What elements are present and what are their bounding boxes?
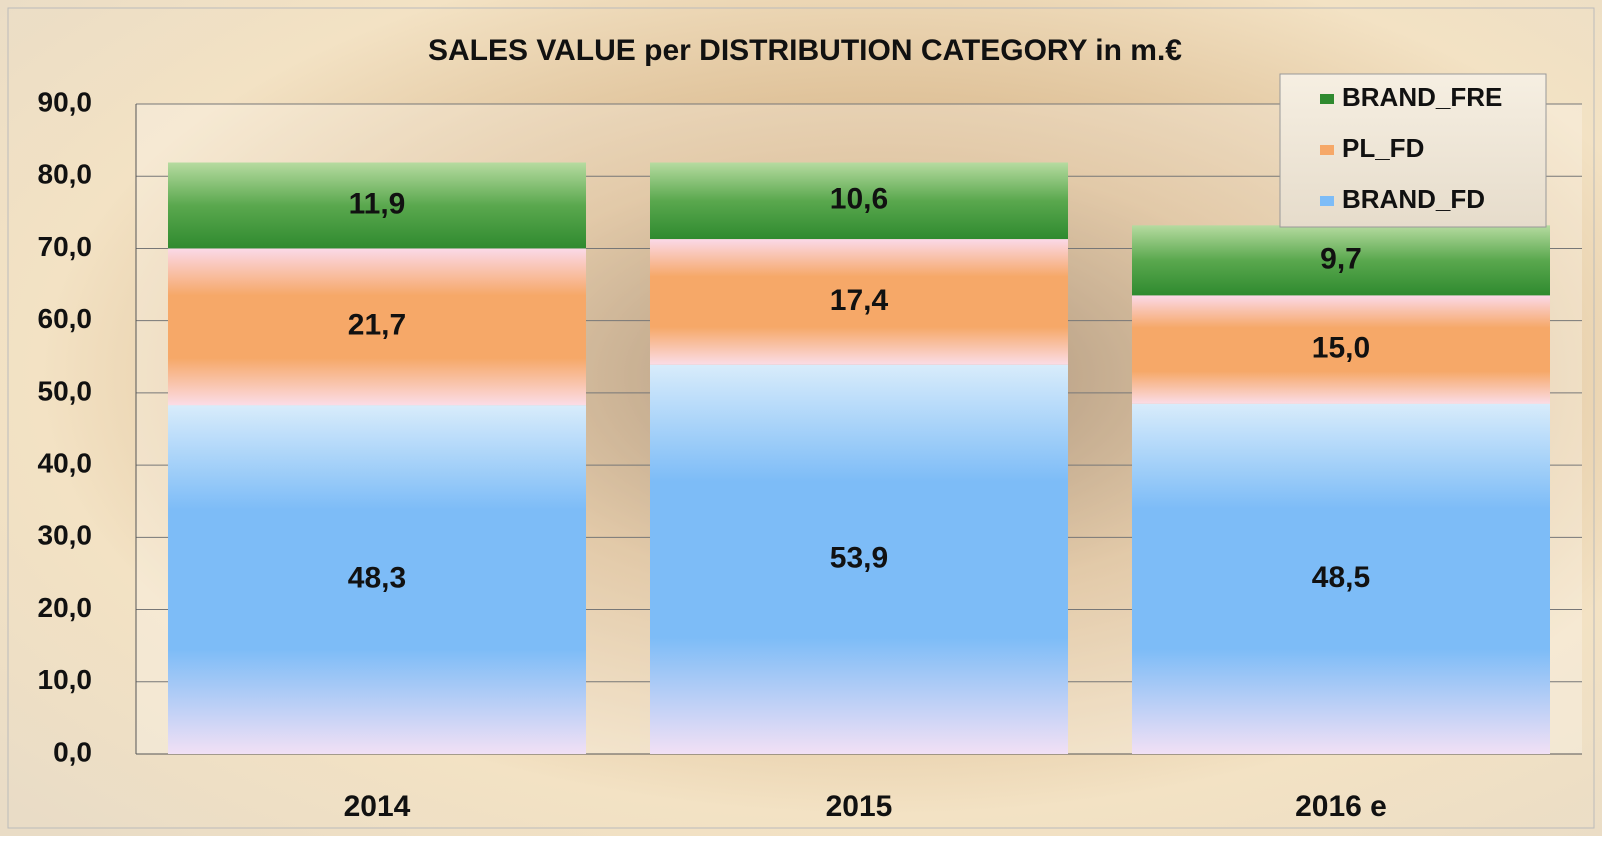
bar-segment xyxy=(650,239,1068,365)
data-label: 48,5 xyxy=(1312,561,1370,594)
data-label: 10,6 xyxy=(830,183,888,216)
x-tick-label: 2014 xyxy=(344,790,411,823)
bar-segment xyxy=(1132,403,1550,754)
data-label: 21,7 xyxy=(348,309,406,342)
legend-swatch xyxy=(1320,145,1334,155)
y-tick-label: 90,0 xyxy=(38,86,93,117)
y-tick-label: 0,0 xyxy=(53,736,92,767)
chart-title: SALES VALUE per DISTRIBUTION CATEGORY in… xyxy=(428,34,1182,67)
data-label: 15,0 xyxy=(1312,331,1370,364)
data-label: 48,3 xyxy=(348,562,406,595)
y-tick-label: 30,0 xyxy=(38,520,93,551)
bar-segment xyxy=(650,364,1068,754)
legend-swatch xyxy=(1320,94,1334,104)
bar-segment xyxy=(650,162,1068,240)
y-tick-label: 20,0 xyxy=(38,592,93,623)
bar-segment xyxy=(1132,295,1550,404)
bar-segment xyxy=(168,405,586,754)
frame xyxy=(7,7,1595,829)
legend-label: BRAND_FD xyxy=(1342,184,1485,214)
data-label: 17,4 xyxy=(830,284,889,317)
y-tick-label: 10,0 xyxy=(38,664,93,695)
data-label: 11,9 xyxy=(349,187,406,220)
bar-segment xyxy=(168,248,586,406)
x-tick-label: 2015 xyxy=(826,790,893,823)
y-tick-label: 60,0 xyxy=(38,303,93,334)
data-label: 9,7 xyxy=(1320,242,1362,275)
legend-label: PL_FD xyxy=(1342,133,1424,163)
x-tick-label: 2016 e xyxy=(1295,790,1387,823)
data-label: 53,9 xyxy=(830,541,888,574)
bar-segment xyxy=(1132,225,1550,296)
y-tick-label: 40,0 xyxy=(38,448,93,479)
y-tick-label: 70,0 xyxy=(38,231,93,262)
y-tick-label: 80,0 xyxy=(38,159,93,190)
legend-swatch xyxy=(1320,196,1334,206)
y-tick-label: 50,0 xyxy=(38,375,93,406)
legend-label: BRAND_FRE xyxy=(1342,82,1502,112)
bar-segment xyxy=(168,162,586,249)
